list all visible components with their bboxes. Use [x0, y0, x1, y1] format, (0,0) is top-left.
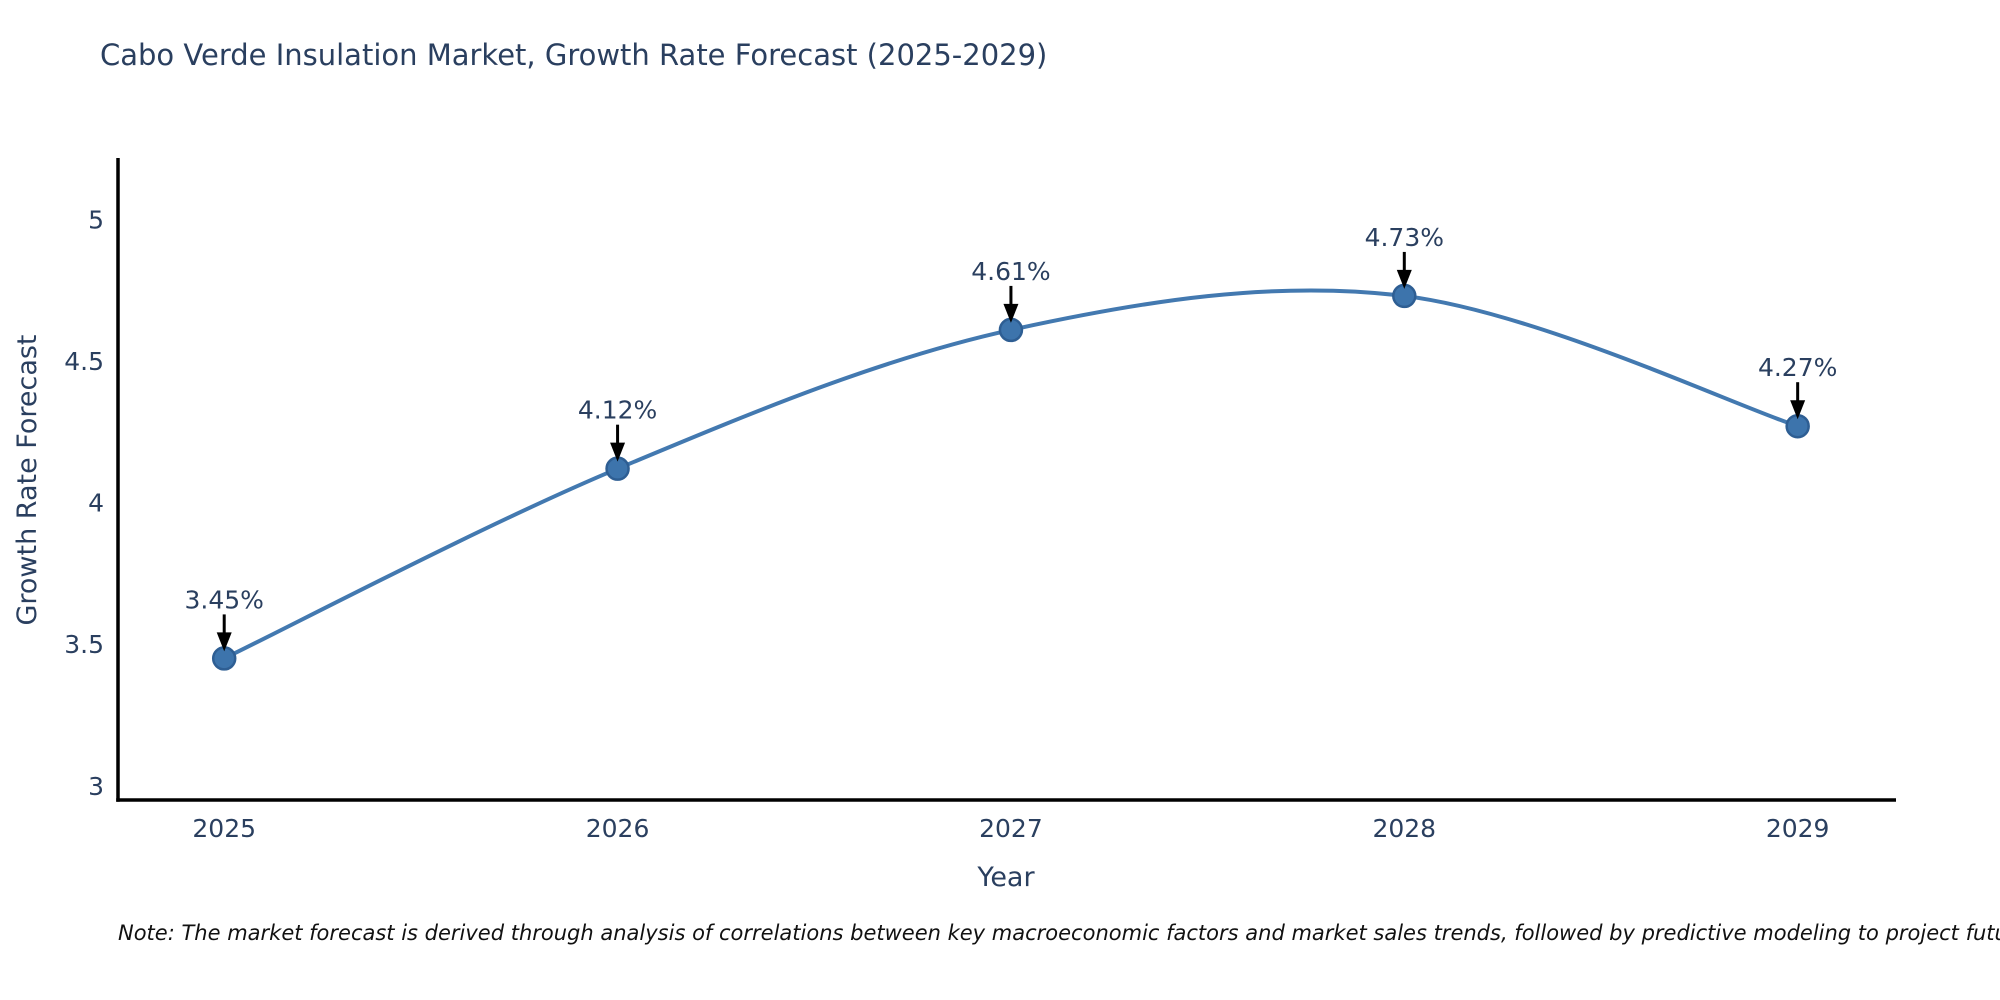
footnote: Note: The market forecast is derived thr… — [118, 921, 2000, 945]
line-series — [222, 288, 1800, 661]
annotation-arrowhead-icon — [1003, 303, 1019, 323]
y-tick-label: 5 — [88, 205, 104, 234]
point-value-label: 4.12% — [578, 396, 657, 425]
x-tick-label: 2025 — [192, 814, 256, 843]
annotation-arrowhead-icon — [1396, 269, 1412, 289]
point-value-label: 4.61% — [971, 257, 1050, 286]
x-tick-label: 2026 — [586, 814, 650, 843]
x-axis-tick-labels: 2025 2026 2027 2028 2029 — [192, 814, 1829, 843]
chart-title: Cabo Verde Insulation Market, Growth Rat… — [100, 38, 1048, 72]
annotation-arrowhead-icon — [1790, 400, 1806, 420]
x-axis-title: Year — [976, 862, 1035, 893]
y-tick-label: 3.5 — [64, 630, 104, 659]
x-tick-label: 2027 — [979, 814, 1043, 843]
data-point-markers — [211, 283, 1810, 671]
y-axis-title: Growth Rate Forecast — [12, 334, 43, 625]
point-annotations: 3.45% 4.12% 4.61% 4.73% 4.27% — [184, 223, 1837, 652]
annotation-arrowhead-icon — [216, 632, 232, 652]
y-axis-tick-labels: 3 3.5 4 4.5 5 — [64, 205, 104, 800]
y-tick-label: 4.5 — [64, 347, 104, 376]
x-tick-label: 2028 — [1372, 814, 1436, 843]
point-value-label: 3.45% — [184, 585, 263, 614]
point-value-label: 4.27% — [1758, 353, 1837, 382]
y-tick-label: 4 — [88, 489, 104, 518]
annotation-arrowhead-icon — [610, 442, 626, 462]
x-tick-label: 2029 — [1766, 814, 1830, 843]
y-tick-label: 3 — [88, 772, 104, 801]
point-value-label: 4.73% — [1365, 223, 1444, 252]
